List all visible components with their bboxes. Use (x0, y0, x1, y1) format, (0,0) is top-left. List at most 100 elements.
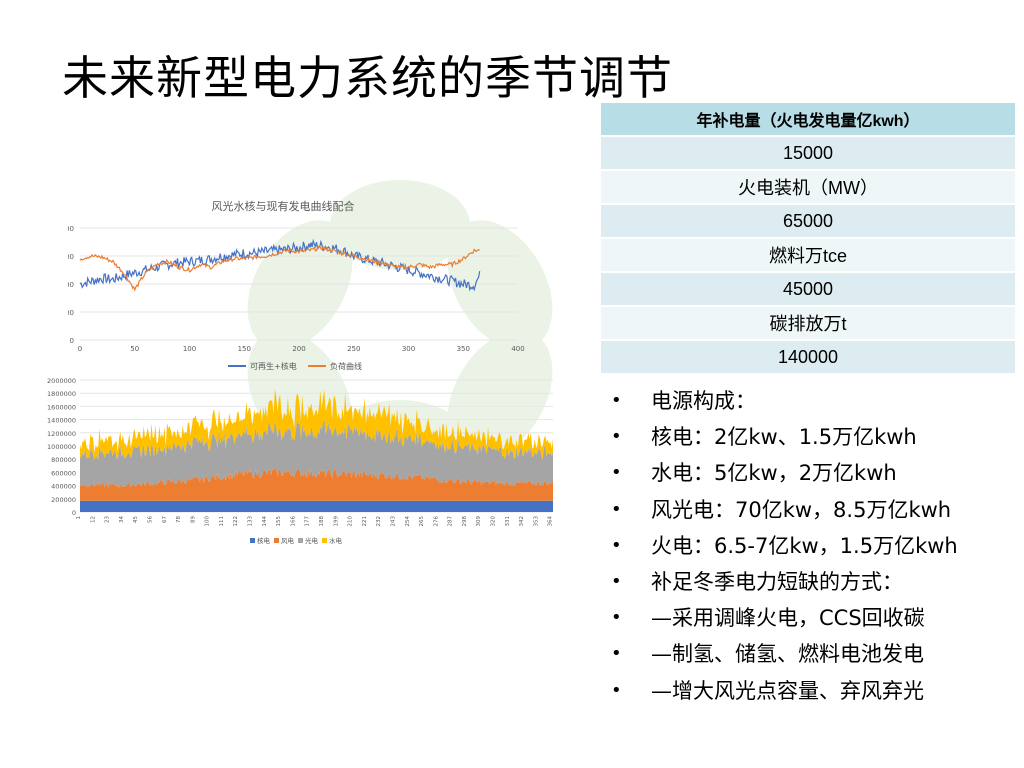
x-tick-label: 400 (511, 345, 524, 353)
y-tick-label: 0 (70, 337, 74, 345)
bullet-text: 核电：2亿kw、1.5万亿kwh (651, 425, 917, 450)
bullet-item: • 补足冬季电力短缺的方式： (607, 564, 958, 600)
legend-swatch (250, 538, 255, 543)
x-tick-label: 0 (78, 345, 82, 353)
x-tick-label: 155 (276, 516, 282, 527)
y-tick-label: 1800000 (47, 390, 76, 398)
x-tick-label: 100 (205, 516, 211, 527)
table-cell: 火电装机（MW） (601, 170, 1015, 205)
bullet-text: —增大风光点容量、弃风弃光 (651, 678, 924, 703)
bullet-item: • —采用调峰火电，CCS回收碳 (607, 600, 958, 636)
table-cell: 45000 (601, 272, 1015, 307)
table-cell: 65000 (601, 204, 1015, 239)
chart-legend: 核电 风电 光电 水电 (250, 536, 343, 545)
table-cell: 140000 (601, 340, 1015, 375)
x-tick-label: 150 (238, 345, 251, 353)
bullet-item: • 风光电：70亿kw，8.5万亿kwh (607, 492, 958, 528)
bullet-text: 火电：6.5-7亿kw，1.5万亿kwh (651, 533, 958, 558)
bullet-symbol: • (611, 534, 622, 556)
y-tick-label: 2000000 (68, 225, 74, 233)
x-tick-label: 177 (305, 516, 311, 527)
legend-swatch (322, 538, 327, 543)
legend-label: 光电 (305, 536, 319, 545)
spec-table: 年补电量（火电发电量亿kwh） 15000 火电装机（MW） 65000 燃料万… (601, 103, 1015, 375)
x-tick-label: 309 (476, 516, 482, 527)
bullet-item: • 水电：5亿kw，2万亿kwh (607, 455, 958, 491)
area-layer (80, 388, 553, 460)
x-tick-label: 23 (105, 516, 111, 523)
bullet-symbol: • (611, 390, 622, 411)
watermark-petal (447, 330, 553, 460)
x-tick-label: 133 (248, 516, 254, 527)
y-tick-label: 800000 (51, 456, 76, 464)
x-tick-label: 56 (147, 516, 153, 523)
legend-swatch (298, 538, 303, 543)
page-title: 未来新型电力系统的季节调节 (62, 51, 673, 105)
y-tick-label: 1500000 (68, 253, 74, 261)
legend-label: 核电 (257, 536, 271, 545)
y-tick-label: 1000000 (68, 281, 74, 289)
watermark-petal (247, 220, 353, 350)
bullet-symbol: • (611, 643, 622, 665)
y-tick-label: 400000 (51, 483, 76, 491)
x-tick-label: 12 (90, 516, 96, 523)
bullet-text: 电源构成： (651, 389, 756, 413)
series-line (79, 245, 480, 292)
line-chart: 风光水核与现有发电曲线配合 0 500000 1000000 1500000 200000… (68, 199, 525, 371)
y-tick-label: 200000 (51, 496, 76, 504)
y-tick-label: 1000000 (47, 443, 76, 451)
x-tick-label: 210 (348, 516, 354, 527)
x-tick-label: 199 (333, 516, 339, 527)
bullet-text: —制氢、储氢、燃料电池发电 (651, 642, 924, 667)
area-layer (80, 500, 553, 512)
bullet-list: • 电源构成： • 核电：2亿kw、1.5万亿kwh • 水电：5亿kw，2万亿kwh… (607, 383, 958, 709)
bullet-item: • —制氢、储氢、燃料电池发电 (607, 636, 958, 672)
bullet-symbol: • (611, 570, 622, 592)
x-tick-label: 342 (519, 516, 525, 527)
x-tick-label: 320 (491, 516, 497, 527)
bullet-symbol: • (611, 498, 622, 520)
x-tick-label: 276 (433, 516, 439, 527)
y-tick-label: 0 (72, 509, 76, 517)
x-tick-label: 144 (262, 516, 268, 527)
x-tick-label: 221 (362, 516, 368, 527)
bullet-symbol: • (611, 462, 622, 484)
bullet-symbol: • (611, 426, 622, 448)
x-tick-label: 89 (190, 516, 196, 523)
x-tick-label: 298 (462, 516, 468, 527)
x-tick-label: 111 (219, 516, 225, 527)
x-tick-label: 67 (162, 516, 168, 523)
x-tick-label: 287 (448, 516, 454, 527)
series-line (79, 238, 481, 292)
x-tick-label: 364 (548, 516, 554, 527)
legend-swatch (274, 538, 279, 543)
legend-label: 风电 (281, 536, 295, 545)
x-tick-label: 122 (233, 516, 239, 527)
x-tick-label: 232 (376, 516, 382, 527)
y-tick-label: 1600000 (47, 403, 76, 411)
bullet-item: • —增大风光点容量、弃风弃光 (607, 673, 958, 709)
bullet-item: • 核电：2亿kw、1.5万亿kwh (607, 419, 958, 455)
y-tick-label: 2000000 (47, 377, 76, 385)
area-layer (80, 467, 553, 501)
legend-label: 可再生+核电 (250, 361, 297, 371)
x-tick-label: 331 (505, 516, 511, 527)
bullet-item: • 火电：6.5-7亿kw，1.5万亿kwh (607, 528, 958, 564)
x-tick-label: 100 (183, 345, 196, 353)
y-tick-label: 500000 (68, 309, 74, 317)
y-tick-label: 1200000 (47, 430, 76, 438)
bullet-text: 补足冬季电力短缺的方式： (651, 569, 903, 594)
x-tick-label: 265 (419, 516, 425, 527)
watermark-petal (330, 180, 470, 270)
table-cell: 15000 (601, 136, 1015, 171)
y-tick-label: 1400000 (47, 417, 76, 425)
x-tick-label: 50 (130, 345, 139, 353)
bullet-symbol: • (611, 607, 622, 629)
table-cell: 燃料万tce (601, 238, 1015, 273)
x-tick-label: 166 (290, 516, 296, 527)
x-tick-label: 300 (402, 345, 415, 353)
stacked-area-chart: 0 200000 400000 600000 800000 1000000 1200000 1… (47, 377, 554, 545)
bullet-item: • 电源构成： (607, 383, 958, 419)
x-tick-label: 45 (133, 516, 139, 523)
table-cell: 碳排放万t (601, 306, 1015, 341)
